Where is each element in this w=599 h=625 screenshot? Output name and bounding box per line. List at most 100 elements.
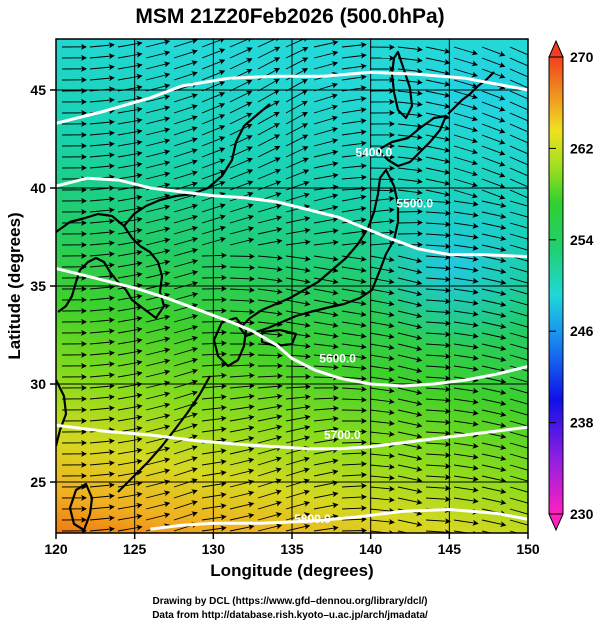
wind-arrow — [117, 326, 143, 334]
wind-arrow — [313, 415, 339, 422]
height-contour — [56, 176, 528, 259]
wind-arrow — [341, 461, 367, 468]
contour-label: 5400.0 — [355, 146, 392, 160]
wind-arrow — [481, 365, 507, 374]
wind-arrow — [509, 189, 528, 201]
wind-arrow — [481, 464, 507, 473]
wind-arrow — [509, 222, 528, 232]
wind-arrow — [229, 297, 255, 304]
wind-arrow — [145, 204, 171, 213]
wind-arrow — [229, 425, 255, 433]
wind-arrow — [257, 277, 283, 284]
wind-arrow — [397, 79, 423, 86]
wind-arrow — [257, 180, 282, 191]
wind-arrow — [201, 361, 227, 368]
wind-arrow — [257, 383, 283, 390]
wind-arrow — [313, 299, 339, 307]
wind-arrow — [313, 405, 339, 412]
wind-arrow — [341, 386, 367, 393]
y-tick-label: 25 — [30, 474, 46, 490]
wind-arrow — [257, 78, 280, 92]
wind-arrow — [117, 150, 143, 158]
wind-arrow — [89, 405, 115, 412]
wind-arrow — [425, 254, 451, 261]
wind-arrow — [117, 128, 143, 136]
wind-arrow — [117, 392, 143, 400]
wind-arrow — [509, 354, 528, 364]
x-axis-label: Longitude (degrees) — [210, 561, 373, 580]
wind-arrow — [201, 103, 226, 114]
wind-arrow — [201, 503, 227, 510]
wind-arrow — [117, 381, 143, 389]
wind-arrow — [173, 335, 199, 345]
wind-arrow — [369, 474, 395, 481]
wind-arrow — [425, 441, 451, 448]
wind-arrow — [509, 299, 528, 309]
wind-arrow — [509, 420, 528, 430]
footer-credit-data: Data from http://database.rish.kyoto–u.a… — [152, 610, 428, 621]
wind-arrow — [425, 101, 451, 109]
wind-arrow — [425, 353, 451, 360]
colorbar: 270 262 254 246 238 230 — [548, 39, 594, 532]
wind-arrow — [453, 233, 479, 240]
wind-arrow — [229, 436, 255, 444]
wind-arrow — [89, 240, 115, 247]
colorbar-label: 246 — [570, 323, 594, 339]
wind-arrow — [173, 49, 198, 59]
wind-arrow — [509, 453, 528, 463]
wind-arrow — [425, 331, 451, 338]
wind-arrow — [397, 398, 423, 407]
wind-arrow — [369, 299, 395, 307]
wind-arrow — [453, 266, 479, 273]
wind-arrow — [509, 46, 528, 58]
wind-arrow — [341, 482, 367, 489]
wind-arrow — [313, 266, 339, 274]
wind-arrow — [453, 222, 479, 229]
wind-arrow — [313, 332, 339, 339]
wind-arrow — [117, 524, 143, 532]
wind-arrow — [173, 456, 198, 466]
wind-arrow — [117, 359, 143, 367]
wind-arrow — [453, 189, 478, 199]
wind-arrow — [117, 194, 143, 202]
wind-arrow — [481, 189, 506, 200]
wind-arrow — [145, 226, 171, 235]
wind-arrow — [453, 464, 479, 471]
wind-arrow — [313, 82, 338, 92]
wind-arrow — [89, 394, 115, 401]
wind-arrow — [397, 387, 423, 396]
wind-arrow — [257, 227, 283, 235]
wind-arrow — [481, 497, 507, 506]
wind-arrow — [425, 90, 451, 98]
wind-arrow — [425, 309, 451, 316]
wind-arrow — [145, 127, 171, 136]
wind-arrow — [89, 75, 115, 82]
y-axis: 25 30 35 40 45 — [30, 82, 56, 490]
wind-arrow — [453, 519, 479, 526]
wind-arrow — [397, 321, 423, 330]
wind-arrow — [341, 42, 367, 49]
wind-arrow — [425, 463, 451, 470]
wind-arrow — [369, 240, 395, 247]
wind-arrow — [257, 134, 281, 147]
wind-arrow — [453, 332, 479, 339]
wind-arrow — [481, 101, 506, 112]
wind-arrow — [397, 266, 423, 275]
wind-arrow — [201, 448, 227, 455]
wind-arrow — [509, 101, 528, 113]
wind-arrow — [89, 86, 115, 93]
wind-arrow — [425, 375, 451, 382]
x-tick-label: 125 — [123, 541, 147, 557]
wind-arrow — [173, 270, 199, 279]
wind-arrow — [341, 118, 367, 125]
wind-arrow — [397, 343, 423, 352]
wind-arrow — [145, 457, 171, 466]
colorbar-label: 230 — [570, 506, 594, 522]
wind-arrow — [257, 254, 283, 261]
wind-arrow — [117, 62, 143, 70]
wind-arrow — [201, 470, 227, 477]
wind-arrow — [89, 42, 115, 49]
wind-arrow — [89, 471, 115, 478]
wind-arrow — [89, 185, 115, 192]
wind-arrow — [285, 157, 309, 169]
